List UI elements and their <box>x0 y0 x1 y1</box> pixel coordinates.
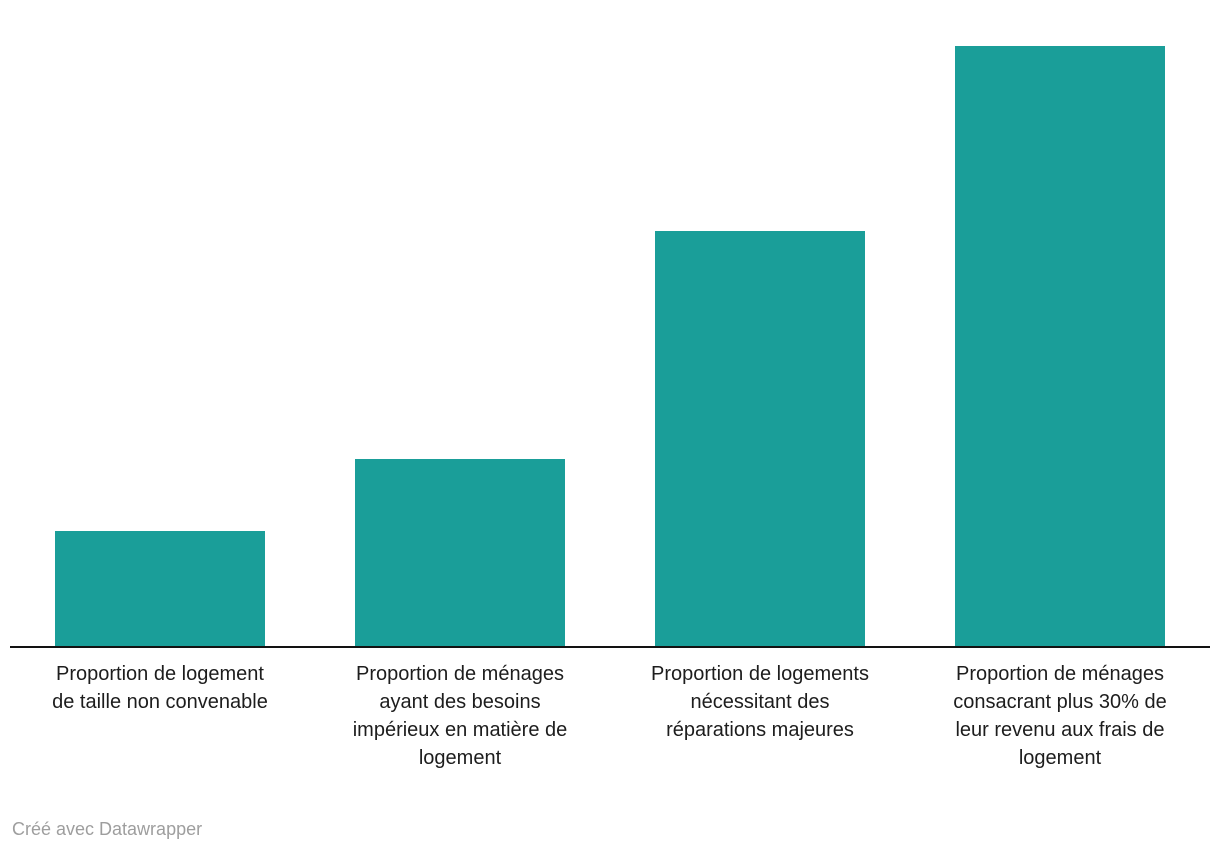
category-label-line: impérieux en matière de <box>352 719 568 741</box>
category-label-line: logement <box>1018 747 1102 769</box>
category-label-line: leur revenu aux frais de <box>955 719 1165 741</box>
category-label-0: Proportion de logement de taille non conv… <box>10 660 310 716</box>
category-label-line: de taille non convenable <box>52 691 268 713</box>
category-label-line: logement <box>418 747 502 769</box>
category-label-line: consacrant plus 30% de <box>953 691 1167 713</box>
category-label-2: Proportion de logements nécessitant des ré… <box>610 660 910 744</box>
bar-slot <box>610 46 910 646</box>
bar-slot <box>310 46 610 646</box>
category-label-line: Proportion de logement <box>56 663 264 685</box>
category-label-3: Proportion de ménages consacrant plus 30%… <box>910 660 1210 772</box>
datawrapper-credit-link[interactable]: Créé avec Datawrapper <box>12 819 203 839</box>
plot-area <box>10 46 1210 646</box>
category-label-line: Proportion de logements <box>651 663 869 685</box>
category-labels-row: Proportion de logement de taille non conv… <box>10 660 1210 772</box>
category-label-line: Proportion de ménages <box>956 663 1164 685</box>
category-label-1: Proportion de ménages ayant des besoins im… <box>310 660 610 772</box>
x-axis-line <box>10 646 1210 648</box>
category-label-line: Proportion de ménages <box>356 663 564 685</box>
bar-3 <box>955 46 1165 646</box>
bar-2 <box>655 230 865 646</box>
bar-slot <box>10 46 310 646</box>
category-label-line: réparations majeures <box>666 719 854 741</box>
category-label-line: ayant des besoins <box>379 691 541 713</box>
bar-1 <box>355 458 565 646</box>
bar-slot <box>910 46 1210 646</box>
category-label-line: nécessitant des <box>690 691 830 713</box>
bar-0 <box>55 530 265 646</box>
